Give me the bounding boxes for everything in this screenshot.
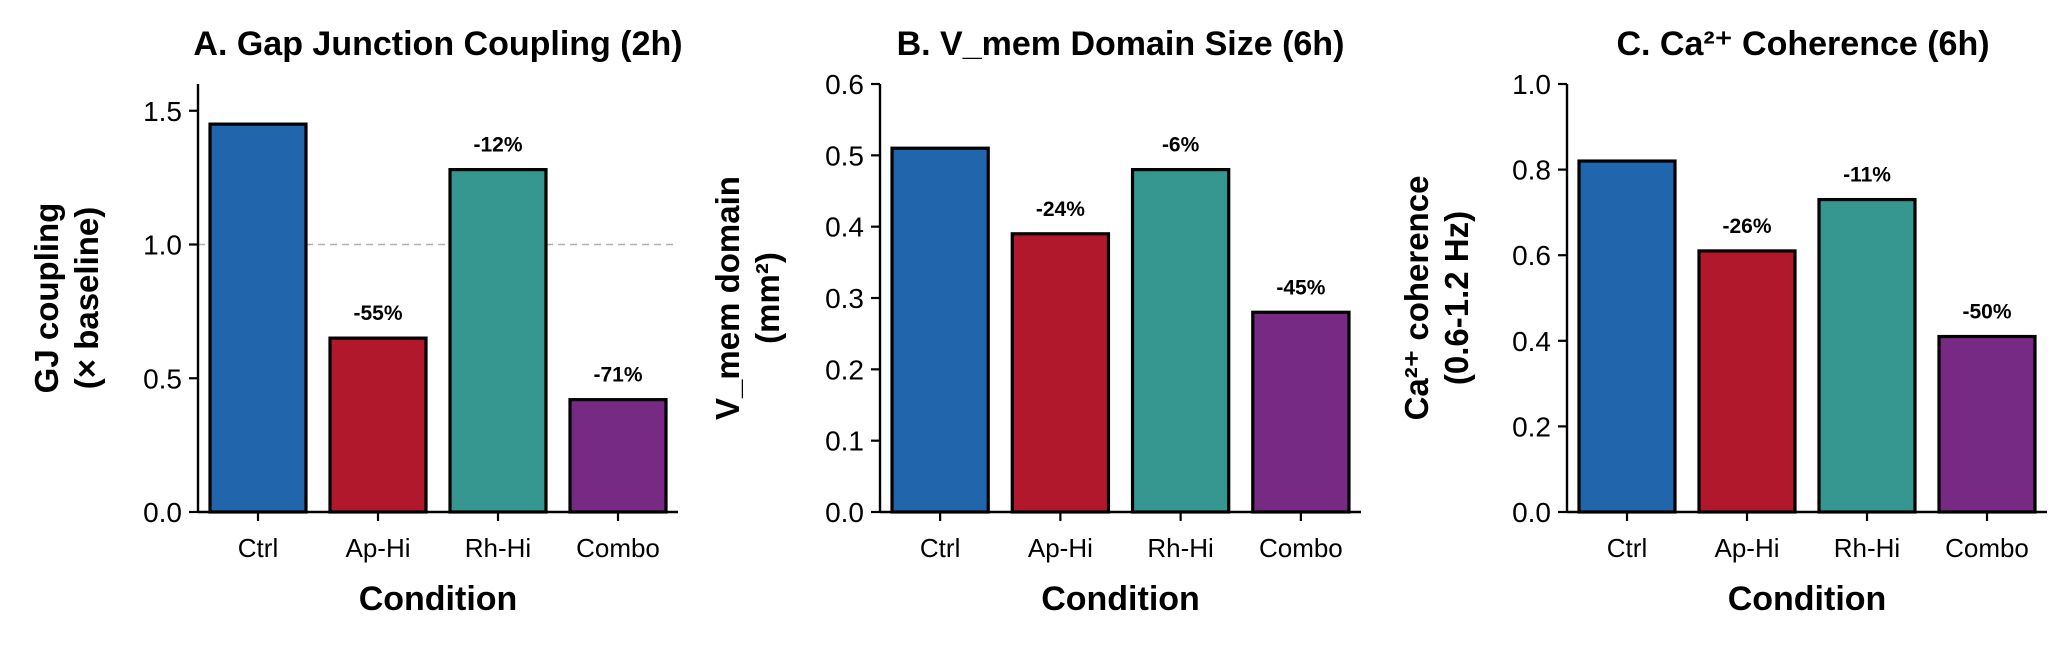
bar-rh-hi [1817, 197, 1917, 514]
y-tick-label: 0.0 [1512, 497, 1551, 528]
x-tick-label: Combo [1259, 533, 1343, 563]
panel-a: A. Gap Junction Coupling (2h) Ctrl -55% Ap-… [28, 25, 683, 618]
bar-rh-hi [448, 168, 548, 514]
bar-value-label: -24% [1036, 198, 1085, 221]
y-tick-label: 0.0 [825, 497, 864, 528]
bar-rh-hi [1130, 168, 1231, 514]
x-tick-label: Ctrl [920, 533, 960, 563]
x-tick-label: Combo [1945, 533, 2029, 563]
y-tick-label: 0.1 [825, 426, 864, 457]
bar-value-label: -55% [353, 302, 402, 325]
x-axis-label: Condition [1728, 580, 1887, 618]
y-tick-label: 1.0 [143, 230, 182, 261]
bar-combo [568, 398, 668, 514]
y-tick-label: 0.3 [825, 283, 864, 314]
y-tick-label: 0.2 [1512, 411, 1551, 442]
x-tick-label: Combo [576, 533, 660, 563]
chart-title: C. Ca²⁺ Coherence (6h) [1616, 25, 1989, 63]
x-tick-label: Ctrl [238, 533, 278, 563]
x-axis-label: Condition [1041, 580, 1200, 618]
bar-ctrl [890, 146, 990, 514]
y-tick-label: 0.6 [1512, 240, 1551, 271]
x-tick-label: Rh-Hi [1147, 533, 1213, 563]
bar-value-label: -45% [1276, 276, 1325, 299]
x-tick-label: Ap-Hi [1714, 533, 1779, 563]
bar-value-label: -50% [1962, 301, 2011, 324]
panel-b: B. V_mem Domain Size (6h) Ctrl -24% Ap-Hi -6… [709, 25, 1361, 618]
chart-title: B. V_mem Domain Size (6h) [897, 25, 1345, 63]
bar-value-label: -11% [1843, 164, 1891, 187]
y-axis-label: Ca²⁺ coherence(0.6-1.2 Hz) [1398, 176, 1475, 421]
y-tick-label: 1.5 [143, 96, 182, 127]
x-tick-label: Ap-Hi [345, 533, 410, 563]
x-axis-label: Condition [359, 580, 518, 618]
bar-ap-hi [328, 336, 428, 514]
y-tick-label: 0.6 [825, 69, 864, 100]
x-tick-label: Rh-Hi [1834, 533, 1900, 563]
x-tick-label: Ap-Hi [1028, 533, 1093, 563]
bar-value-label: -26% [1722, 215, 1771, 238]
bar-value-label: -6% [1162, 134, 1200, 157]
bar-ap-hi [1697, 249, 1797, 514]
bar-value-label: -71% [593, 364, 642, 387]
y-tick-label: 0.0 [143, 497, 182, 528]
bar-combo [1937, 334, 2037, 514]
y-tick-label: 0.4 [825, 212, 864, 243]
bar-value-label: -12% [473, 134, 522, 157]
y-axis-label: V_mem domain(mm²) [709, 176, 786, 420]
bar-combo [1251, 310, 1351, 514]
y-tick-label: 0.8 [1512, 155, 1551, 186]
panel-c: C. Ca²⁺ Coherence (6h) Ctrl -26% Ap-Hi -11% R… [1398, 25, 2047, 618]
bar-ap-hi [1010, 232, 1111, 514]
y-tick-label: 0.2 [825, 354, 864, 385]
y-tick-label: 0.5 [825, 140, 864, 171]
x-tick-label: Ctrl [1607, 533, 1647, 563]
y-tick-label: 1.0 [1512, 69, 1551, 100]
bar-ctrl [208, 122, 308, 514]
y-tick-label: 0.4 [1512, 326, 1551, 357]
x-tick-label: Rh-Hi [465, 533, 531, 563]
bar-ctrl [1577, 159, 1677, 514]
y-tick-label: 0.5 [143, 363, 182, 394]
y-axis-label: GJ coupling(× baseline) [28, 203, 105, 394]
chart-title: A. Gap Junction Coupling (2h) [193, 25, 682, 63]
